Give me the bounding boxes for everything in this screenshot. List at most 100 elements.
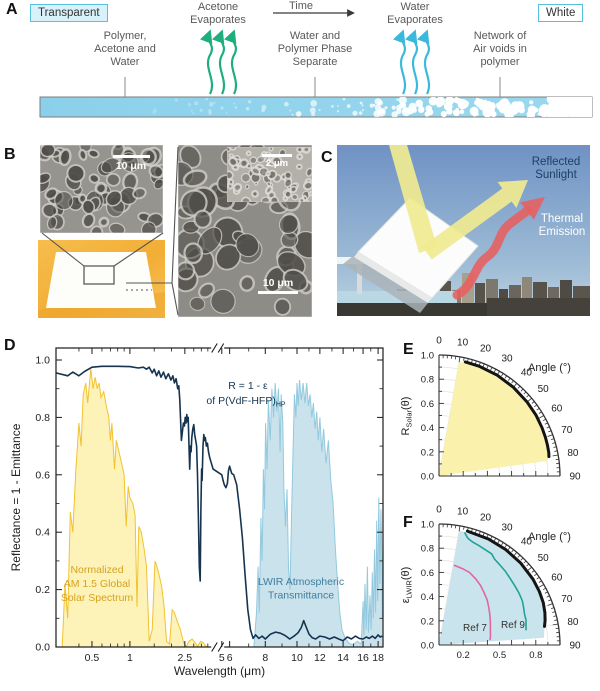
svg-text:8: 8 [262, 652, 268, 664]
panel-c-label: C [321, 149, 333, 166]
svg-text:6: 6 [227, 652, 233, 664]
lwir-emittance-polar-chart: 0.0 0.2 0.4 0.6 0.8 1.0 0.2 0.5 0.8 0 10 20 30 40 5060… [400, 505, 581, 662]
svg-text:20: 20 [480, 513, 492, 524]
svg-text:0.5: 0.5 [493, 650, 506, 661]
svg-text:10: 10 [291, 652, 303, 664]
water-evaporation-arrows-icon [392, 29, 431, 95]
sem-image-low-mag [40, 145, 163, 233]
svg-text:18: 18 [372, 652, 384, 664]
ref-curve-label: Ref 9 [501, 620, 525, 631]
air-voids-network-label: Network of Air voids in polymer [473, 30, 527, 69]
sunlight-arrow-icon [389, 145, 528, 260]
svg-text:0.4: 0.4 [421, 423, 434, 434]
curve-annotation-2: of P(VdF-HFP)HP [206, 395, 285, 409]
svg-text:50: 50 [538, 384, 550, 395]
svg-text:10: 10 [457, 507, 469, 518]
spectrum-chart: 0.5 1 2.5 5 6 8 10 12 14 16 18 0.0 0.2 0.4 0.6 0.8 1.0 Wa… [9, 343, 384, 678]
svg-text:0.4: 0.4 [35, 527, 50, 539]
air-void-bubbles [152, 97, 592, 117]
svg-text:10: 10 [457, 338, 469, 349]
radial-axis-label: RSolar(θ) [400, 397, 414, 436]
svg-text:0.2: 0.2 [421, 616, 434, 627]
series-area-1 [253, 380, 383, 647]
reflected-sunlight-label: Reflected Sunlight [531, 156, 581, 182]
polymer-acetone-water-label: Polymer, Acetone and Water [94, 30, 156, 69]
svg-text:5: 5 [219, 652, 225, 664]
scale-bar [258, 291, 298, 294]
svg-text:0.5: 0.5 [85, 652, 100, 664]
panel-a-label: A [6, 1, 18, 18]
svg-text:60: 60 [551, 573, 563, 584]
polar-curve-0 [463, 360, 551, 459]
svg-text:0.2: 0.2 [421, 447, 434, 458]
x-axis-label: Wavelength (μm) [174, 664, 265, 678]
curve-annotation: R = 1 - ε [228, 380, 268, 392]
svg-text:50: 50 [538, 553, 550, 564]
svg-text:1.0: 1.0 [421, 351, 434, 362]
white-badge: White [538, 4, 584, 22]
ref-curve-label: Ref 7 [463, 623, 487, 634]
series-outline-0 [61, 368, 208, 648]
svg-text:40: 40 [521, 536, 533, 547]
polar-curve-1 [464, 532, 527, 631]
svg-text:60: 60 [551, 404, 563, 415]
panel-d-label: D [4, 337, 16, 354]
svg-text:0.8: 0.8 [421, 375, 434, 386]
svg-text:16: 16 [357, 652, 369, 664]
svg-text:90: 90 [569, 641, 581, 652]
svg-text:40: 40 [521, 367, 533, 378]
svg-text:80: 80 [567, 448, 579, 459]
acetone-evaporation-arrows-icon [199, 29, 238, 95]
acetone-evaporates-label: Acetone Evaporates [190, 1, 246, 27]
svg-text:0.0: 0.0 [421, 472, 434, 483]
sample-photo [38, 240, 165, 318]
svg-text:0.6: 0.6 [421, 399, 434, 410]
scale-bar-label: 10 μm [262, 277, 294, 289]
reflectance-curve [55, 365, 383, 642]
svg-text:80: 80 [567, 617, 579, 628]
panel-f-label: F [403, 514, 413, 531]
polar-curve-0 [465, 529, 547, 628]
scale-bar-label: 2 μm [265, 158, 289, 169]
svg-text:1: 1 [127, 652, 133, 664]
time-label: Time [288, 0, 314, 12]
svg-text:0.4: 0.4 [421, 592, 434, 603]
scale-bar-label: 10 μm [115, 160, 147, 172]
y-axis-label: Reflectance = 1 - Emittance [9, 423, 23, 571]
svg-text:1.0: 1.0 [35, 355, 50, 367]
angle-axis-label: Angle (°) [528, 362, 571, 374]
angular-fill-region [439, 361, 548, 476]
svg-text:1.0: 1.0 [421, 520, 434, 531]
transparent-badge: Transparent [30, 4, 108, 22]
svg-text:2.5: 2.5 [178, 652, 193, 664]
thermal-emission-label: Thermal Emission [538, 213, 586, 239]
svg-text:20: 20 [480, 344, 492, 355]
svg-text:70: 70 [561, 425, 573, 436]
svg-text:0: 0 [436, 336, 442, 347]
polar-curve-2 [453, 564, 492, 641]
thermal-emission-arrow-icon [452, 197, 545, 300]
series-area-0 [62, 368, 208, 647]
svg-text:0.2: 0.2 [457, 650, 470, 661]
svg-text:0.6: 0.6 [35, 469, 50, 481]
water-evaporates-label: Water Evaporates [387, 1, 443, 27]
white-sample [46, 252, 156, 308]
scale-bar [113, 155, 150, 158]
svg-text:70: 70 [561, 594, 573, 605]
zoom-callout-lines [41, 146, 179, 316]
angle-axis-label: Angle (°) [528, 531, 571, 543]
svg-text:30: 30 [501, 354, 513, 365]
scale-bar [262, 154, 292, 157]
svg-text:0.0: 0.0 [35, 642, 50, 654]
phase-separate-label: Water and Polymer Phase Separate [277, 30, 353, 69]
radial-axis-label: εLWIR(θ) [400, 567, 414, 604]
angular-fill-region [439, 530, 545, 645]
svg-text:12: 12 [314, 652, 326, 664]
sample-shadow [343, 252, 432, 313]
sample-photo-graphic [38, 240, 165, 318]
svg-text:0.8: 0.8 [529, 650, 542, 661]
